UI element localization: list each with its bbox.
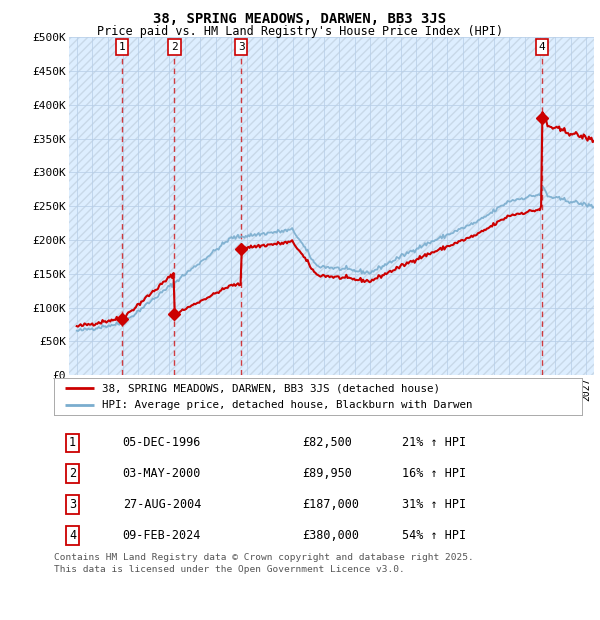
Text: 31% ↑ HPI: 31% ↑ HPI — [403, 498, 467, 511]
Text: 27-AUG-2004: 27-AUG-2004 — [122, 498, 201, 511]
Text: HPI: Average price, detached house, Blackburn with Darwen: HPI: Average price, detached house, Blac… — [101, 401, 472, 410]
Text: £187,000: £187,000 — [302, 498, 359, 511]
Text: 38, SPRING MEADOWS, DARWEN, BB3 3JS (detached house): 38, SPRING MEADOWS, DARWEN, BB3 3JS (det… — [101, 383, 440, 393]
Text: 4: 4 — [538, 42, 545, 52]
Text: £380,000: £380,000 — [302, 529, 359, 542]
Text: 05-DEC-1996: 05-DEC-1996 — [122, 436, 201, 450]
Text: 2: 2 — [171, 42, 178, 52]
Text: 21% ↑ HPI: 21% ↑ HPI — [403, 436, 467, 450]
Text: 1: 1 — [69, 436, 76, 450]
Text: 3: 3 — [69, 498, 76, 511]
Text: £82,500: £82,500 — [302, 436, 352, 450]
Text: 54% ↑ HPI: 54% ↑ HPI — [403, 529, 467, 542]
Text: 38, SPRING MEADOWS, DARWEN, BB3 3JS: 38, SPRING MEADOWS, DARWEN, BB3 3JS — [154, 12, 446, 27]
Text: 3: 3 — [238, 42, 245, 52]
Text: Contains HM Land Registry data © Crown copyright and database right 2025.: Contains HM Land Registry data © Crown c… — [54, 553, 474, 562]
Text: 09-FEB-2024: 09-FEB-2024 — [122, 529, 201, 542]
Text: 03-MAY-2000: 03-MAY-2000 — [122, 467, 201, 481]
Text: 4: 4 — [69, 529, 76, 542]
Text: Price paid vs. HM Land Registry's House Price Index (HPI): Price paid vs. HM Land Registry's House … — [97, 25, 503, 38]
Text: 16% ↑ HPI: 16% ↑ HPI — [403, 467, 467, 481]
Text: £89,950: £89,950 — [302, 467, 352, 481]
Text: This data is licensed under the Open Government Licence v3.0.: This data is licensed under the Open Gov… — [54, 565, 405, 575]
Text: 1: 1 — [118, 42, 125, 52]
Text: 2: 2 — [69, 467, 76, 481]
